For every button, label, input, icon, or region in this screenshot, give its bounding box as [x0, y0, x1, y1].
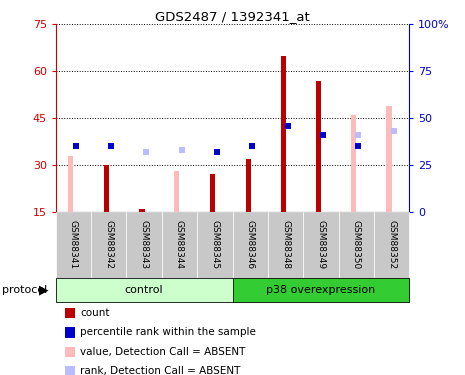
Bar [351, 115, 356, 212]
Text: GSM88352: GSM88352 [387, 220, 396, 269]
Bar [386, 106, 392, 212]
Bar [281, 56, 286, 212]
Text: GSM88350: GSM88350 [352, 220, 361, 269]
Text: GSM88345: GSM88345 [210, 220, 219, 269]
Text: GSM88348: GSM88348 [281, 220, 290, 269]
Text: percentile rank within the sample: percentile rank within the sample [80, 327, 256, 337]
Bar [210, 174, 215, 212]
Text: value, Detection Call = ABSENT: value, Detection Call = ABSENT [80, 347, 246, 357]
Text: control: control [125, 285, 164, 295]
Text: rank, Detection Call = ABSENT: rank, Detection Call = ABSENT [80, 366, 240, 375]
Text: GSM88341: GSM88341 [69, 220, 78, 269]
Bar [316, 81, 321, 212]
Text: GSM88344: GSM88344 [175, 220, 184, 269]
Bar [68, 156, 73, 212]
Title: GDS2487 / 1392341_at: GDS2487 / 1392341_at [155, 10, 310, 23]
Text: count: count [80, 308, 109, 318]
Text: p38 overexpression: p38 overexpression [266, 285, 375, 295]
Text: GSM88346: GSM88346 [246, 220, 255, 269]
Text: GSM88349: GSM88349 [316, 220, 326, 269]
Text: ▶: ▶ [40, 283, 49, 296]
Bar [140, 209, 145, 212]
Bar [104, 165, 109, 212]
Bar [246, 159, 251, 212]
Text: GSM88343: GSM88343 [140, 220, 149, 269]
Text: GSM88342: GSM88342 [104, 220, 113, 269]
Text: protocol: protocol [2, 285, 47, 295]
Bar [174, 171, 179, 212]
